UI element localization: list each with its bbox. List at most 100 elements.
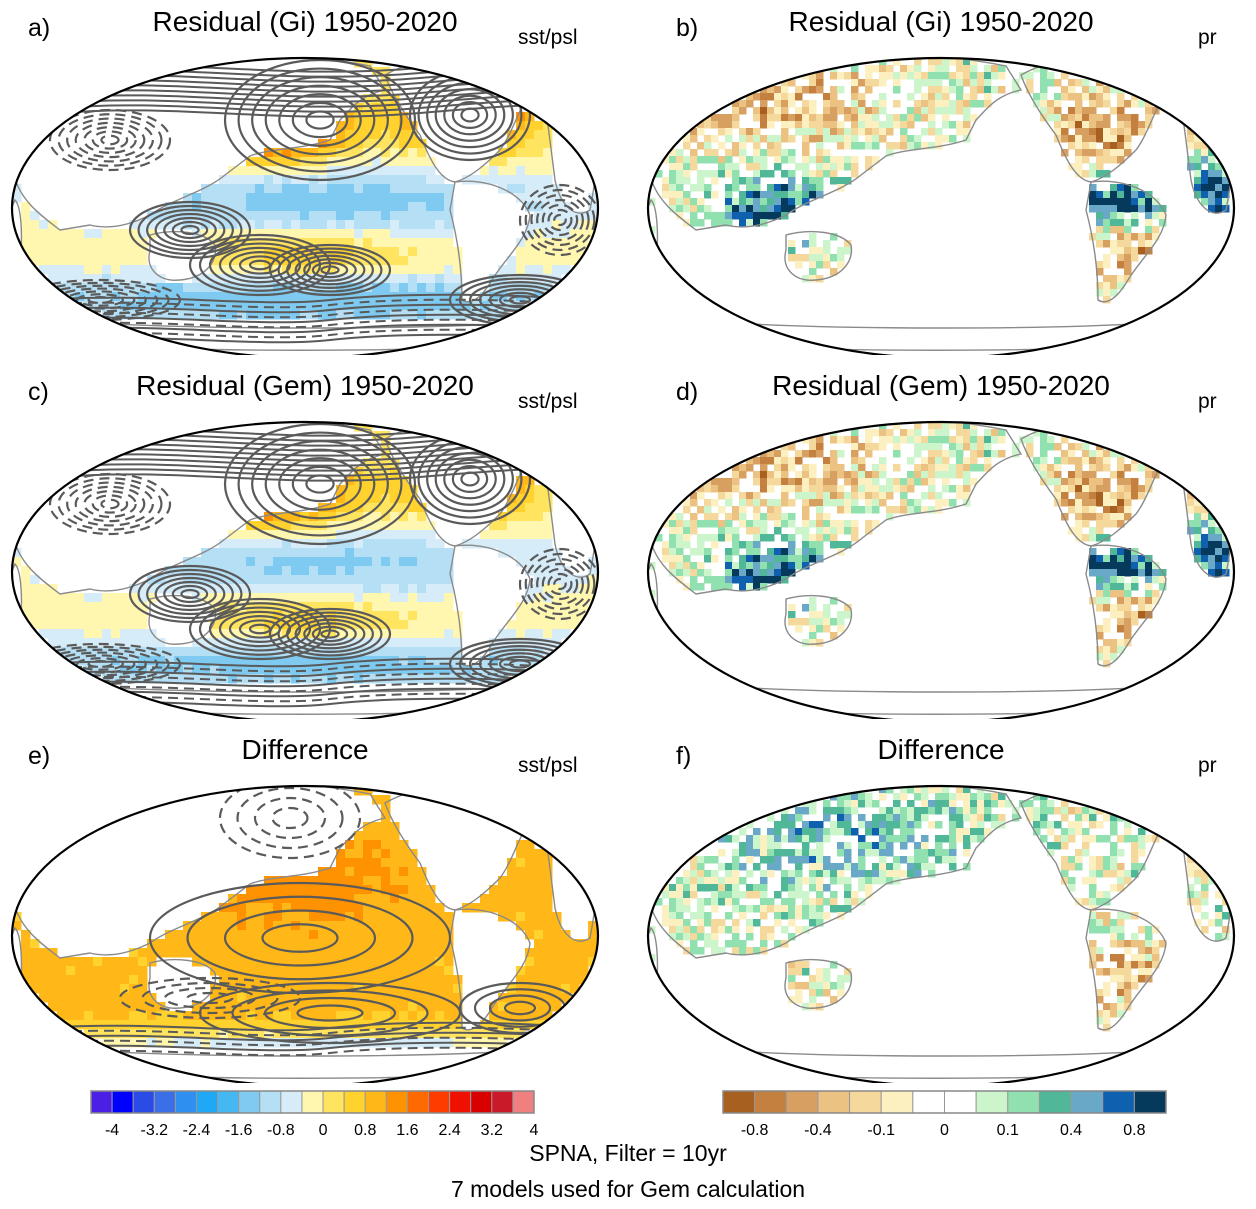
grid-cell [963,79,971,87]
grid-cell [1068,450,1076,458]
grid-cell [746,555,754,563]
grid-cell [739,849,747,857]
grid-cell [426,566,436,576]
psl-contour [218,246,302,284]
grid-cell [662,184,670,192]
grid-cell [683,562,691,570]
grid-cell [900,492,908,500]
grid-cell [1089,464,1097,472]
grid-cell [823,457,831,465]
psl-contour [518,547,598,621]
grid-cell [984,86,992,94]
grid-cell [534,867,544,877]
grid-cell [543,512,553,522]
grid-cell [725,492,733,500]
grid-cell [893,814,901,822]
grid-cell [662,520,670,528]
grid-cell [399,1011,409,1021]
grid-cell [1096,282,1104,290]
grid-cell [372,310,382,320]
grid-cell [746,457,754,465]
grid-cell [381,629,391,639]
grid-cell [690,219,698,227]
grid-cell [399,903,409,913]
grid-cell [363,94,373,104]
grid-cell [399,593,409,603]
grid-cell [534,584,544,594]
psl-contour [76,293,124,307]
grid-cell [381,539,391,549]
grid-cell [435,229,445,239]
grid-cell [1103,149,1111,157]
grid-cell [802,555,810,563]
grid-cell [935,93,943,101]
grid-cell [956,464,964,472]
grid-cell [830,72,838,80]
grid-cell [970,821,978,829]
grid-cell [1047,79,1055,87]
grid-cell [426,975,436,985]
grid-cell [372,494,382,504]
grid-cell [363,575,373,585]
grid-cell [1054,114,1062,122]
grid-cell [746,492,754,500]
grid-cell [129,247,139,257]
grid-cell [561,575,571,585]
grid-cell [345,301,355,311]
grid-cell [1068,471,1076,479]
grid-cell [809,856,817,864]
grid-cell [711,135,719,143]
grid-cell [1131,212,1139,220]
grid-cell [399,530,409,540]
grid-cell [830,520,838,528]
grid-cell [408,593,418,603]
grid-cell [676,156,684,164]
grid-cell [246,894,256,904]
panel-letter: f) [676,742,692,770]
psl-contour [223,422,417,546]
grid-cell [970,86,978,94]
grid-cell [1187,527,1195,535]
grid-cell [851,534,859,542]
grid-cell [963,121,971,129]
grid-cell [507,867,517,877]
grid-cell [318,139,328,149]
grid-cell [390,530,400,540]
grid-cell [480,166,490,176]
grid-cell [111,975,121,985]
grid-cell [676,527,684,535]
grid-cell [669,205,677,213]
grid-cell [336,575,346,585]
psl-contour [91,130,129,150]
grid-cell [886,842,894,850]
grid-cell [1089,835,1097,843]
grid-cell [516,184,526,194]
grid-cell [767,149,775,157]
grid-cell [417,957,427,967]
grid-cell [408,539,418,549]
grid-cell [489,539,499,549]
grid-cell [844,828,852,836]
grid-cell [1089,114,1097,122]
grid-cell [363,103,373,113]
grid-cell [336,1020,346,1030]
grid-cell [372,94,382,104]
grid-cell [781,562,789,570]
grid-cell [753,520,761,528]
grid-cell [1061,485,1069,493]
grid-cell [444,247,454,257]
grid-cell [949,828,957,836]
grid-cell [935,856,943,864]
grid-cell [489,166,499,176]
grid-cell [30,256,40,266]
grid-cell [210,993,220,1003]
grid-cell [970,443,978,451]
grid-cell [739,205,747,213]
grid-cell [111,310,121,320]
grid-cell [1145,121,1153,129]
grid-cell [336,948,346,958]
grid-cell [830,86,838,94]
grid-cell [1096,653,1104,661]
grid-cell [690,562,698,570]
grid-cell [84,975,94,985]
